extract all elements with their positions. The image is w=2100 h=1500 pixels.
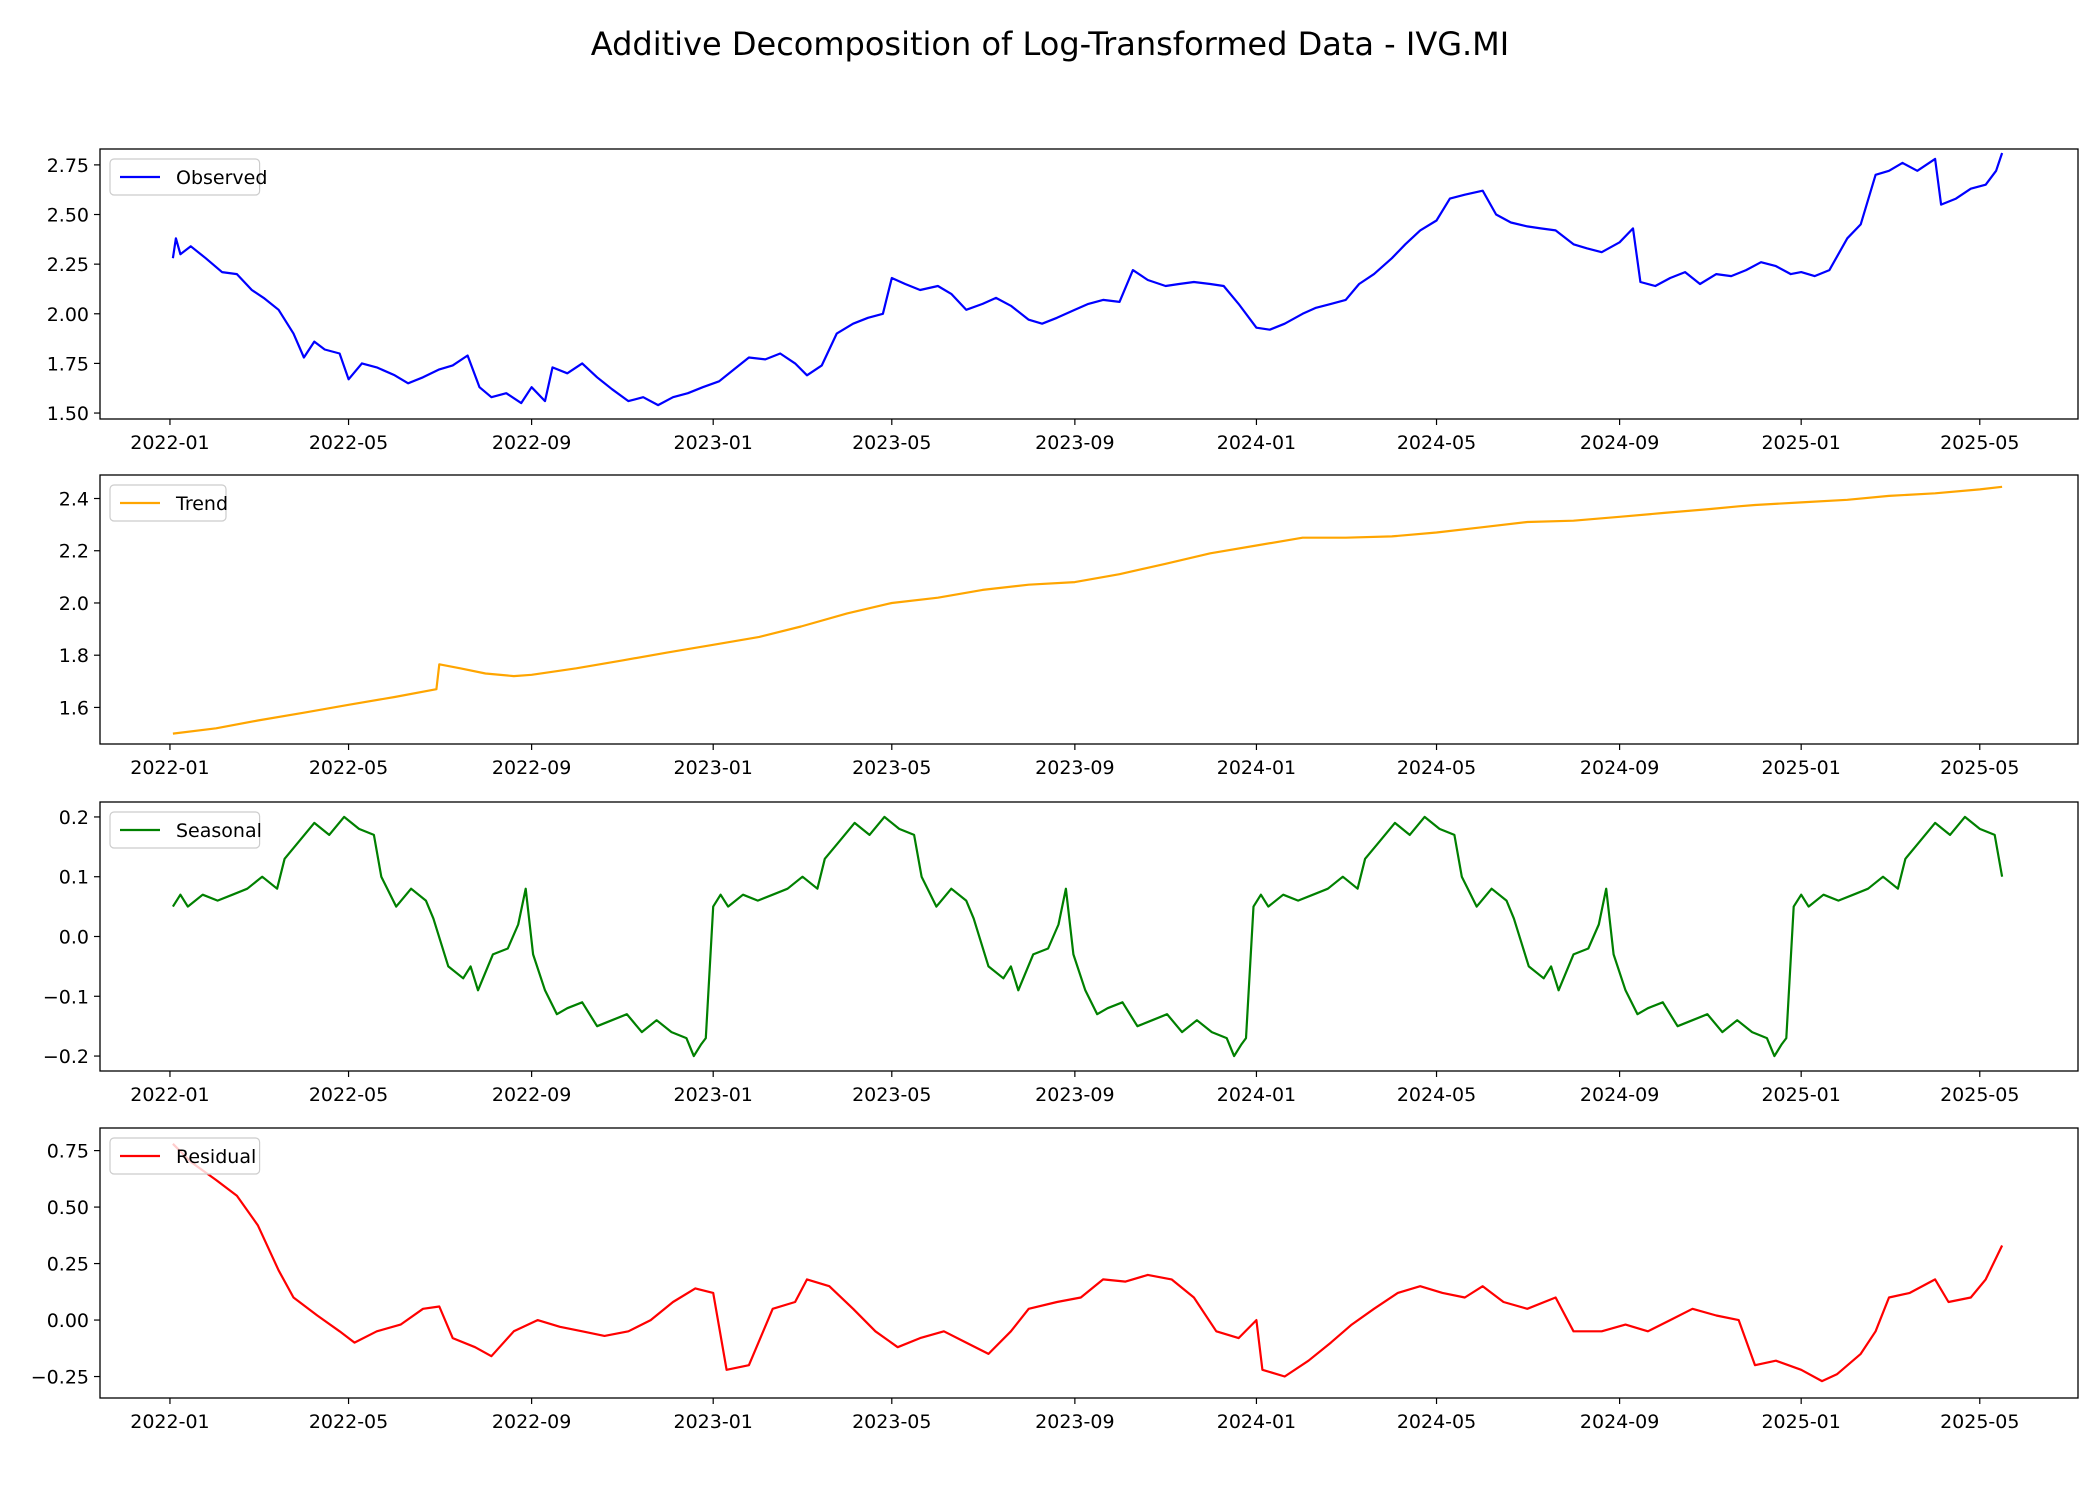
axes-frame xyxy=(99,148,2079,420)
y-tick-label: 0.25 xyxy=(47,1254,89,1276)
y-tick-label: 0.75 xyxy=(47,1141,89,1163)
y-tick-label: 1.8 xyxy=(59,645,89,667)
x-tick-label: 2025-05 xyxy=(1940,432,2019,454)
x-tick-label: 2025-05 xyxy=(1940,1411,2019,1433)
x-tick-label: 2024-05 xyxy=(1397,757,1476,779)
x-tick-label: 2023-05 xyxy=(852,1084,931,1106)
y-tick-label: 2.50 xyxy=(47,205,89,227)
x-tick-label: 2022-05 xyxy=(309,757,388,779)
legend-label: Trend xyxy=(175,493,228,515)
x-tick-label: 2022-01 xyxy=(130,1084,209,1106)
legend-label: Residual xyxy=(176,1146,256,1168)
x-tick-label: 2023-01 xyxy=(673,1411,752,1433)
x-tick-label: 2024-09 xyxy=(1580,432,1659,454)
y-tick-label: −0.1 xyxy=(43,986,89,1008)
subplot-trend: 1.6 1.8 2.0 2.2 2.4 2022-01 2022-05 2022-09 2023… xyxy=(59,474,2079,779)
x-tick-label: 2024-09 xyxy=(1580,757,1659,779)
y-tick-label: 0.0 xyxy=(59,927,89,949)
y-tick-label: 2.00 xyxy=(47,304,89,326)
x-tick-label: 2025-01 xyxy=(1761,1084,1840,1106)
y-tick-label: 1.50 xyxy=(47,403,89,425)
y-tick-label: 2.4 xyxy=(59,489,89,511)
x-tick-label: 2024-05 xyxy=(1397,1084,1476,1106)
series-line-observed xyxy=(171,152,2004,407)
legend-box xyxy=(109,1137,261,1175)
y-tick-label: 0.50 xyxy=(47,1197,89,1219)
y-tick-label: 0.1 xyxy=(59,867,89,889)
y-tick-label: −0.2 xyxy=(43,1046,89,1068)
legend-box xyxy=(109,811,261,849)
series-line-seasonal xyxy=(171,815,2004,1058)
axes-frame xyxy=(99,474,2079,745)
x-tick-label: 2022-05 xyxy=(309,432,388,454)
legend-label: Seasonal xyxy=(176,820,262,842)
x-tick-label: 2022-05 xyxy=(309,1084,388,1106)
x-tick-label: 2024-01 xyxy=(1217,1411,1296,1433)
x-tick-label: 2025-05 xyxy=(1940,1084,2019,1106)
x-tick-label: 2024-01 xyxy=(1217,757,1296,779)
legend-label: Observed xyxy=(176,167,267,189)
legend-box xyxy=(109,158,261,196)
y-tick-label: 0.2 xyxy=(59,807,89,829)
y-tick-label: 2.75 xyxy=(47,155,89,177)
x-tick-label: 2023-05 xyxy=(852,757,931,779)
x-tick-label: 2023-01 xyxy=(673,757,752,779)
y-tick-label: 2.0 xyxy=(59,593,89,615)
x-tick-label: 2022-09 xyxy=(492,757,571,779)
x-tick-label: 2023-05 xyxy=(852,432,931,454)
x-tick-label: 2024-05 xyxy=(1397,1411,1476,1433)
x-tick-label: 2024-05 xyxy=(1397,432,1476,454)
subplot-observed: 1.50 1.75 2.00 2.25 2.50 2.75 2022-01 2022-05 20… xyxy=(47,148,2079,454)
legend-box xyxy=(109,484,227,522)
y-tick-label: −0.25 xyxy=(31,1367,89,1389)
x-tick-label: 2023-09 xyxy=(1035,1084,1114,1106)
y-tick-label: 2.2 xyxy=(59,541,89,563)
x-tick-label: 2023-09 xyxy=(1035,757,1114,779)
x-tick-label: 2023-09 xyxy=(1035,432,1114,454)
x-tick-label: 2022-05 xyxy=(309,1411,388,1433)
x-tick-label: 2022-09 xyxy=(492,1084,571,1106)
x-tick-label: 2025-05 xyxy=(1940,757,2019,779)
x-tick-label: 2022-09 xyxy=(492,1411,571,1433)
y-tick-label: 0.00 xyxy=(47,1310,89,1332)
y-tick-label: 1.75 xyxy=(47,353,89,375)
x-tick-label: 2024-01 xyxy=(1217,432,1296,454)
figure-title: Additive Decomposition of Log-Transforme… xyxy=(591,25,1509,63)
subplot-seasonal: −0.2 −0.1 0.0 0.1 0.2 2022-01 2022-05 2022-09 20… xyxy=(43,801,2079,1106)
series-line-residual xyxy=(172,1143,2004,1383)
x-tick-label: 2023-05 xyxy=(852,1411,931,1433)
x-tick-label: 2022-01 xyxy=(130,757,209,779)
x-tick-label: 2022-01 xyxy=(130,432,209,454)
x-tick-label: 2023-01 xyxy=(673,1084,752,1106)
x-tick-label: 2025-01 xyxy=(1761,1411,1840,1433)
subplots: 1.50 1.75 2.00 2.25 2.50 2.75 2022-01 2022-05 20… xyxy=(31,148,2079,1433)
x-tick-label: 2023-09 xyxy=(1035,1411,1114,1433)
x-tick-label: 2024-09 xyxy=(1580,1411,1659,1433)
y-tick-label: 2.25 xyxy=(47,254,89,276)
x-tick-label: 2023-01 xyxy=(673,432,752,454)
subplot-residual: −0.25 0.00 0.25 0.50 0.75 2022-01 2022-05 2022-… xyxy=(31,1127,2079,1433)
x-tick-label: 2022-01 xyxy=(130,1411,209,1433)
x-tick-label: 2025-01 xyxy=(1761,432,1840,454)
series-line-trend xyxy=(172,485,2003,735)
x-tick-label: 2024-09 xyxy=(1580,1084,1659,1106)
x-tick-label: 2025-01 xyxy=(1761,757,1840,779)
y-tick-label: 1.6 xyxy=(59,697,89,719)
x-tick-label: 2022-09 xyxy=(492,432,571,454)
x-tick-label: 2024-01 xyxy=(1217,1084,1296,1106)
